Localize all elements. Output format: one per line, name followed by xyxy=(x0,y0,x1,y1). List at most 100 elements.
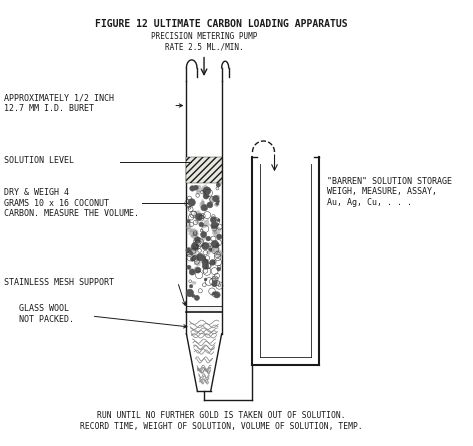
Circle shape xyxy=(193,242,196,245)
Polygon shape xyxy=(191,233,199,240)
Circle shape xyxy=(190,252,193,255)
Polygon shape xyxy=(214,202,220,207)
Bar xyxy=(186,157,222,183)
Polygon shape xyxy=(194,260,201,266)
Polygon shape xyxy=(213,230,218,235)
Text: GLASS WOOL
NOT PACKED.: GLASS WOOL NOT PACKED. xyxy=(19,304,74,323)
Circle shape xyxy=(211,222,218,229)
Polygon shape xyxy=(192,281,196,285)
Circle shape xyxy=(212,281,217,287)
Circle shape xyxy=(212,281,216,285)
Polygon shape xyxy=(186,227,194,232)
Polygon shape xyxy=(188,228,199,237)
Polygon shape xyxy=(187,249,193,257)
Polygon shape xyxy=(210,293,214,296)
Circle shape xyxy=(210,260,215,265)
Polygon shape xyxy=(211,260,218,264)
Polygon shape xyxy=(206,251,211,256)
Polygon shape xyxy=(201,201,205,205)
Circle shape xyxy=(189,285,193,288)
Polygon shape xyxy=(215,250,224,258)
Circle shape xyxy=(206,236,210,241)
Polygon shape xyxy=(195,190,201,195)
Circle shape xyxy=(216,202,219,205)
Text: APPROXIMATELY 1/2 INCH
12.7 MM I.D. BURET: APPROXIMATELY 1/2 INCH 12.7 MM I.D. BURE… xyxy=(4,94,114,113)
Circle shape xyxy=(200,255,206,261)
Text: STAINLESS MESH SUPPORT: STAINLESS MESH SUPPORT xyxy=(4,278,114,287)
Circle shape xyxy=(194,237,201,243)
Polygon shape xyxy=(206,194,210,197)
Polygon shape xyxy=(212,280,218,285)
Circle shape xyxy=(190,186,195,191)
Polygon shape xyxy=(212,275,219,283)
Circle shape xyxy=(191,243,199,251)
Polygon shape xyxy=(208,244,216,252)
Polygon shape xyxy=(193,265,199,273)
Polygon shape xyxy=(200,201,205,210)
Polygon shape xyxy=(188,246,198,256)
Polygon shape xyxy=(193,210,202,219)
Polygon shape xyxy=(211,246,220,253)
Polygon shape xyxy=(201,189,207,194)
Circle shape xyxy=(196,253,203,260)
Polygon shape xyxy=(197,268,202,271)
Circle shape xyxy=(214,243,219,248)
Circle shape xyxy=(203,187,211,195)
Circle shape xyxy=(204,278,207,281)
Circle shape xyxy=(217,234,222,240)
Circle shape xyxy=(186,289,193,297)
Circle shape xyxy=(216,183,220,187)
Text: RECORD TIME, WEIGHT OF SOLUTION, VOLUME OF SOLUTION, TEMP.: RECORD TIME, WEIGHT OF SOLUTION, VOLUME … xyxy=(80,422,363,431)
Circle shape xyxy=(214,292,220,298)
Circle shape xyxy=(186,248,191,253)
Polygon shape xyxy=(195,219,199,224)
Circle shape xyxy=(189,269,195,275)
Text: PRECISION METERING PUMP
RATE 2.5 ML./MIN.: PRECISION METERING PUMP RATE 2.5 ML./MIN… xyxy=(151,33,257,52)
Circle shape xyxy=(207,202,213,208)
Polygon shape xyxy=(195,185,202,192)
Polygon shape xyxy=(202,223,208,228)
Polygon shape xyxy=(216,194,221,200)
Circle shape xyxy=(203,193,209,199)
Circle shape xyxy=(190,257,195,261)
Circle shape xyxy=(187,219,190,223)
Circle shape xyxy=(212,195,219,202)
Circle shape xyxy=(210,217,217,223)
Polygon shape xyxy=(200,206,205,211)
Polygon shape xyxy=(209,196,215,203)
Polygon shape xyxy=(212,227,223,237)
Circle shape xyxy=(195,213,202,220)
Circle shape xyxy=(195,267,201,273)
Circle shape xyxy=(212,292,215,294)
Text: SOLUTION LEVEL: SOLUTION LEVEL xyxy=(4,157,74,165)
Circle shape xyxy=(193,185,198,190)
Circle shape xyxy=(209,248,212,251)
Circle shape xyxy=(211,241,216,245)
Circle shape xyxy=(217,219,220,222)
Circle shape xyxy=(199,222,203,227)
Circle shape xyxy=(214,223,219,227)
Circle shape xyxy=(201,204,208,211)
Polygon shape xyxy=(193,270,198,273)
Polygon shape xyxy=(201,199,204,202)
Circle shape xyxy=(192,256,197,260)
Polygon shape xyxy=(186,206,191,208)
Circle shape xyxy=(211,241,219,248)
Circle shape xyxy=(187,265,191,269)
Polygon shape xyxy=(203,260,206,266)
Circle shape xyxy=(202,259,209,265)
Text: RUN UNTIL NO FURTHER GOLD IS TAKEN OUT OF SOLUTION.: RUN UNTIL NO FURTHER GOLD IS TAKEN OUT O… xyxy=(97,411,346,420)
Circle shape xyxy=(216,200,219,203)
Circle shape xyxy=(217,267,221,271)
Circle shape xyxy=(192,294,195,297)
Text: FIGURE 12 ULTIMATE CARBON LOADING APPARATUS: FIGURE 12 ULTIMATE CARBON LOADING APPARA… xyxy=(96,19,348,29)
Circle shape xyxy=(194,295,200,301)
Circle shape xyxy=(201,231,207,238)
Polygon shape xyxy=(186,223,192,229)
Circle shape xyxy=(202,263,209,269)
Circle shape xyxy=(201,242,209,250)
Polygon shape xyxy=(202,184,207,193)
Text: DRY & WEIGH 4
GRAMS 10 x 16 COCONUT
CARBON. MEASURE THE VOLUME.: DRY & WEIGH 4 GRAMS 10 x 16 COCONUT CARB… xyxy=(4,188,139,218)
Circle shape xyxy=(188,198,195,206)
Polygon shape xyxy=(203,219,210,227)
